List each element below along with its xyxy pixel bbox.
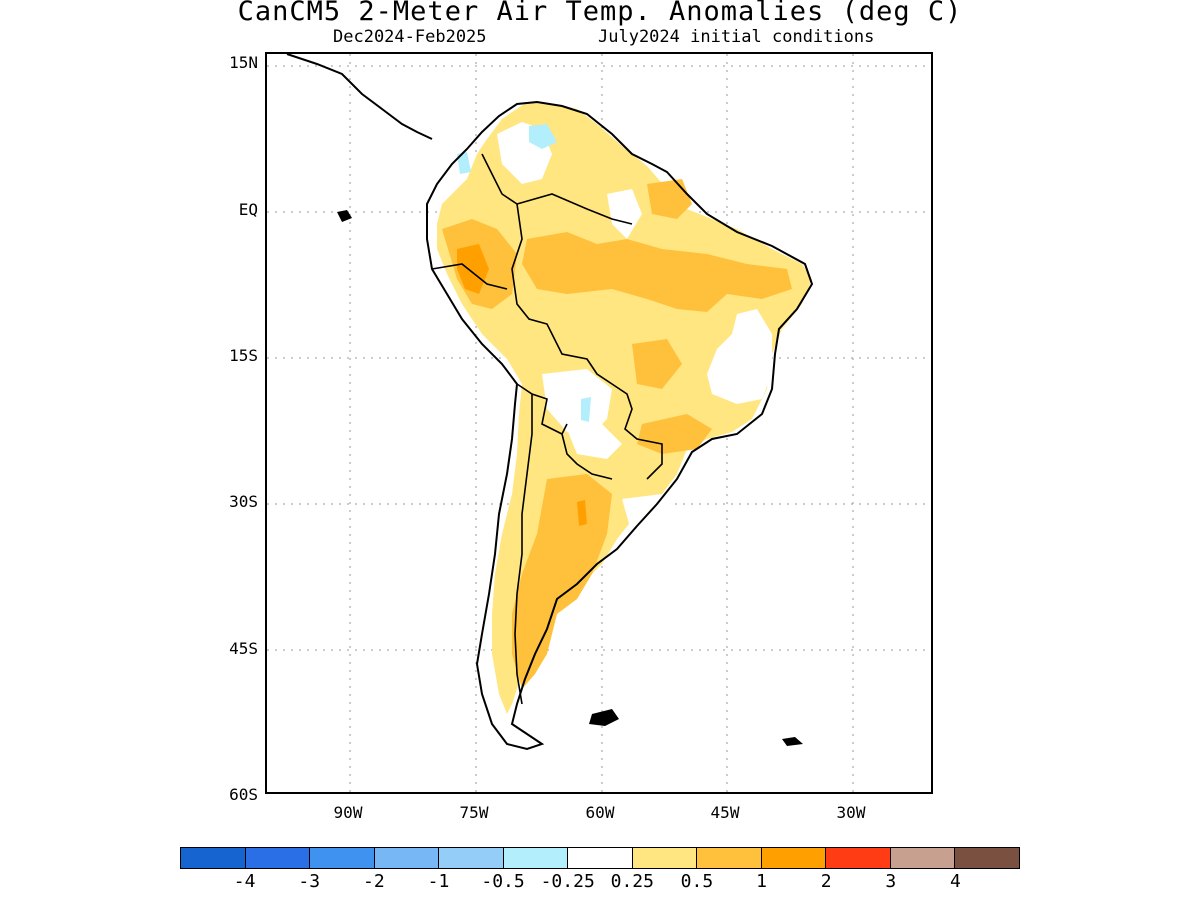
colorbar-label: -2: [363, 871, 385, 892]
lon-label: 30W: [836, 803, 866, 822]
anomaly-zone-darkorange-argentina: [577, 500, 587, 526]
lat-label: EQ: [238, 200, 258, 219]
season-subtitle: Dec2024-Feb2025: [333, 27, 487, 47]
anomaly-zone-darkorange-peru: [457, 244, 489, 294]
colorbar-label: -1: [427, 871, 450, 892]
anomaly-zone-white-paraguay: [567, 424, 622, 459]
anomaly-zone-lightblue-paraguay: [581, 397, 591, 422]
falkland-islands: [589, 709, 619, 726]
init-subtitle: July2024 initial conditions: [598, 27, 875, 47]
anomaly-zone-orange-argentina: [512, 474, 612, 689]
lon-label: 75W: [459, 803, 489, 822]
lon-label: 45W: [710, 803, 740, 822]
anomaly-map: [267, 54, 931, 792]
colorbar-label: -0.25: [540, 871, 595, 892]
colorbar-label: 3: [885, 871, 897, 892]
anomaly-zone-lightblue-venezuela: [529, 124, 557, 149]
colorbar-label: 1: [756, 871, 767, 892]
south-america-coastline: [426, 100, 814, 751]
colorbar-label: 0.25: [610, 871, 654, 892]
anomaly-zone-orange-amazon: [522, 232, 792, 312]
lat-label: 15S: [229, 346, 258, 365]
anomaly-zone-white-northeast: [607, 189, 642, 239]
anomaly-zone-white-east: [707, 309, 772, 404]
lon-label: 60W: [585, 803, 615, 822]
colorbar: [180, 847, 1020, 869]
lat-label: 15N: [229, 53, 258, 72]
colorbar-cell: [181, 848, 246, 868]
chart-title: CanCM5 2-Meter Air Temp. Anomalies (deg …: [237, 0, 963, 27]
colorbar-label: 4: [949, 871, 961, 892]
colorbar-cell: [568, 848, 633, 868]
anomaly-zone-orange-center: [632, 339, 682, 389]
colorbar-cell: [632, 848, 698, 868]
anomaly-zone-orange-northeast: [647, 179, 692, 219]
lat-label: 60S: [229, 785, 258, 804]
map-frame: [265, 52, 933, 794]
anomaly-zone-lightblue-colombia: [457, 152, 471, 174]
colorbar-label: 0.5: [680, 871, 714, 892]
colorbar-cell: [245, 848, 311, 868]
colorbar-cell: [826, 848, 891, 868]
lat-label: 30S: [229, 492, 258, 511]
colorbar-cell: [890, 848, 956, 868]
colorbar-cell: [310, 848, 375, 868]
colorbar-cell: [374, 848, 440, 868]
lon-label: 90W: [333, 803, 363, 822]
country-borders: [431, 153, 663, 705]
galapagos-islands: [337, 210, 352, 222]
colorbar-cell: [439, 848, 504, 868]
colorbar-cell: [955, 848, 1019, 868]
colorbar-label: -3: [298, 871, 321, 892]
colorbar-cell: [697, 848, 762, 868]
colorbar-cell: [761, 848, 827, 868]
colorbar-label: -4: [233, 871, 256, 892]
colorbar-cell: [503, 848, 569, 868]
lat-label: 45S: [229, 639, 258, 658]
colorbar-label: 2: [820, 871, 832, 892]
central-america-coastline: [286, 54, 433, 140]
south-georgia: [782, 737, 803, 746]
colorbar-label: -0.5: [481, 871, 525, 892]
anomaly-zone-white-central: [542, 369, 612, 439]
anomaly-zone-orange-southeast: [637, 414, 712, 454]
